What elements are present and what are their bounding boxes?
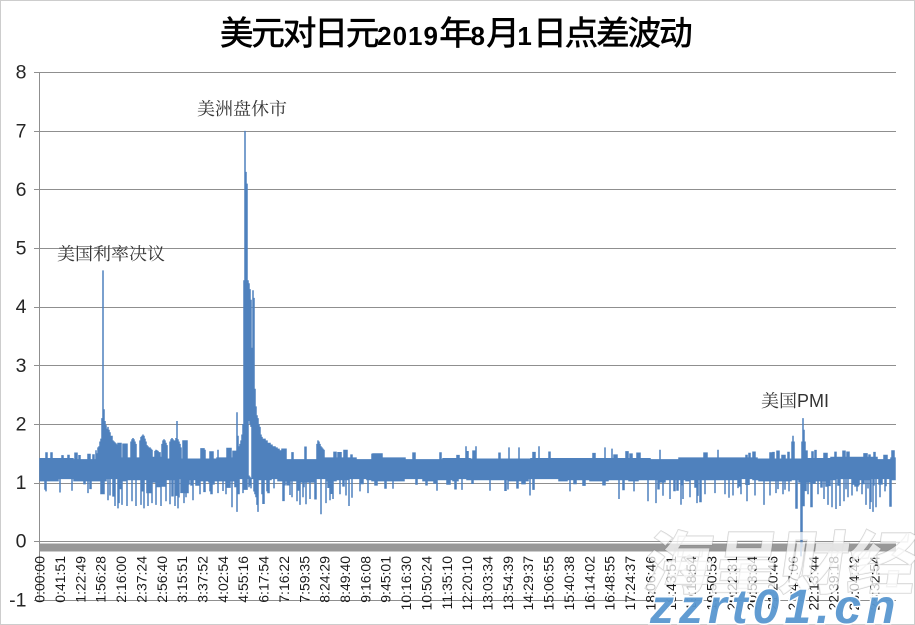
svg-text:22:39:18: 22:39:18 xyxy=(826,556,842,611)
svg-text:10:50:24: 10:50:24 xyxy=(418,556,434,611)
svg-text:海呈财经: 海呈财经 xyxy=(639,509,915,608)
svg-text:0:41:51: 0:41:51 xyxy=(52,556,68,603)
svg-text:3:37:52: 3:37:52 xyxy=(195,556,211,603)
svg-text:18:43:51: 18:43:51 xyxy=(663,556,679,611)
svg-text:12:20:10: 12:20:10 xyxy=(459,556,475,611)
svg-text:美元对日元2019年8月1日点差波动: 美元对日元2019年8月1日点差波动 xyxy=(220,6,692,55)
svg-text:8: 8 xyxy=(16,62,27,84)
svg-text:17:24:37: 17:24:37 xyxy=(622,556,638,611)
svg-text:-1: -1 xyxy=(9,589,26,611)
svg-text:21:47:06: 21:47:06 xyxy=(785,556,801,611)
svg-text:2:16:00: 2:16:00 xyxy=(113,556,129,603)
svg-text:美国PMI: 美国PMI xyxy=(761,387,829,413)
svg-text:13:54:39: 13:54:39 xyxy=(500,556,516,611)
svg-text:20:53:34: 20:53:34 xyxy=(744,556,760,611)
svg-text:0:00:00: 0:00:00 xyxy=(32,556,48,603)
svg-text:8:24:29: 8:24:29 xyxy=(317,556,333,603)
svg-text:13:03:34: 13:03:34 xyxy=(480,556,496,611)
svg-text:2:56:40: 2:56:40 xyxy=(154,556,170,603)
svg-text:15:40:38: 15:40:38 xyxy=(561,556,577,611)
svg-text:18:06:46: 18:06:46 xyxy=(642,556,658,611)
svg-text:7:16:22: 7:16:22 xyxy=(276,556,292,603)
svg-text:7:59:35: 7:59:35 xyxy=(296,556,312,603)
svg-text:zzrt01.cn: zzrt01.cn xyxy=(649,581,900,625)
svg-text:16:48:55: 16:48:55 xyxy=(602,556,618,611)
svg-text:15:06:55: 15:06:55 xyxy=(541,556,557,611)
svg-text:3:15:51: 3:15:51 xyxy=(174,556,190,603)
svg-text:0: 0 xyxy=(16,531,27,553)
svg-text:1:56:28: 1:56:28 xyxy=(93,556,109,603)
svg-text:2: 2 xyxy=(16,414,27,436)
svg-text:4:55:16: 4:55:16 xyxy=(235,556,251,603)
svg-text:11:35:10: 11:35:10 xyxy=(439,556,455,610)
svg-text:7: 7 xyxy=(16,120,27,142)
svg-text:2:37:24: 2:37:24 xyxy=(133,556,149,603)
svg-text:美洲盘休市: 美洲盘休市 xyxy=(197,95,287,121)
svg-text:3: 3 xyxy=(16,355,27,377)
svg-text:9:16:08: 9:16:08 xyxy=(357,556,373,603)
svg-text:4:02:54: 4:02:54 xyxy=(215,556,231,603)
svg-text:4: 4 xyxy=(16,296,27,318)
svg-text:6: 6 xyxy=(16,179,27,201)
svg-text:23:04:42: 23:04:42 xyxy=(846,556,862,611)
svg-text:1: 1 xyxy=(16,472,27,494)
svg-text:16:14:02: 16:14:02 xyxy=(581,556,597,611)
svg-text:10:16:30: 10:16:30 xyxy=(398,556,414,611)
svg-text:5: 5 xyxy=(16,238,27,260)
svg-text:9:45:01: 9:45:01 xyxy=(378,556,394,603)
svg-text:23:32:54: 23:32:54 xyxy=(866,556,882,611)
svg-text:美国利率决议: 美国利率决议 xyxy=(57,240,165,266)
svg-text:22:13:44: 22:13:44 xyxy=(805,556,821,611)
svg-text:6:17:54: 6:17:54 xyxy=(256,556,272,603)
svg-text:19:18:54: 19:18:54 xyxy=(683,556,699,611)
svg-text:21:20:46: 21:20:46 xyxy=(765,556,781,611)
svg-text:8:49:40: 8:49:40 xyxy=(337,556,353,603)
svg-text:20:22:31: 20:22:31 xyxy=(724,556,740,611)
svg-text:1:22:49: 1:22:49 xyxy=(72,556,88,603)
svg-text:19:50:53: 19:50:53 xyxy=(704,556,720,611)
svg-text:14:29:37: 14:29:37 xyxy=(520,556,536,611)
